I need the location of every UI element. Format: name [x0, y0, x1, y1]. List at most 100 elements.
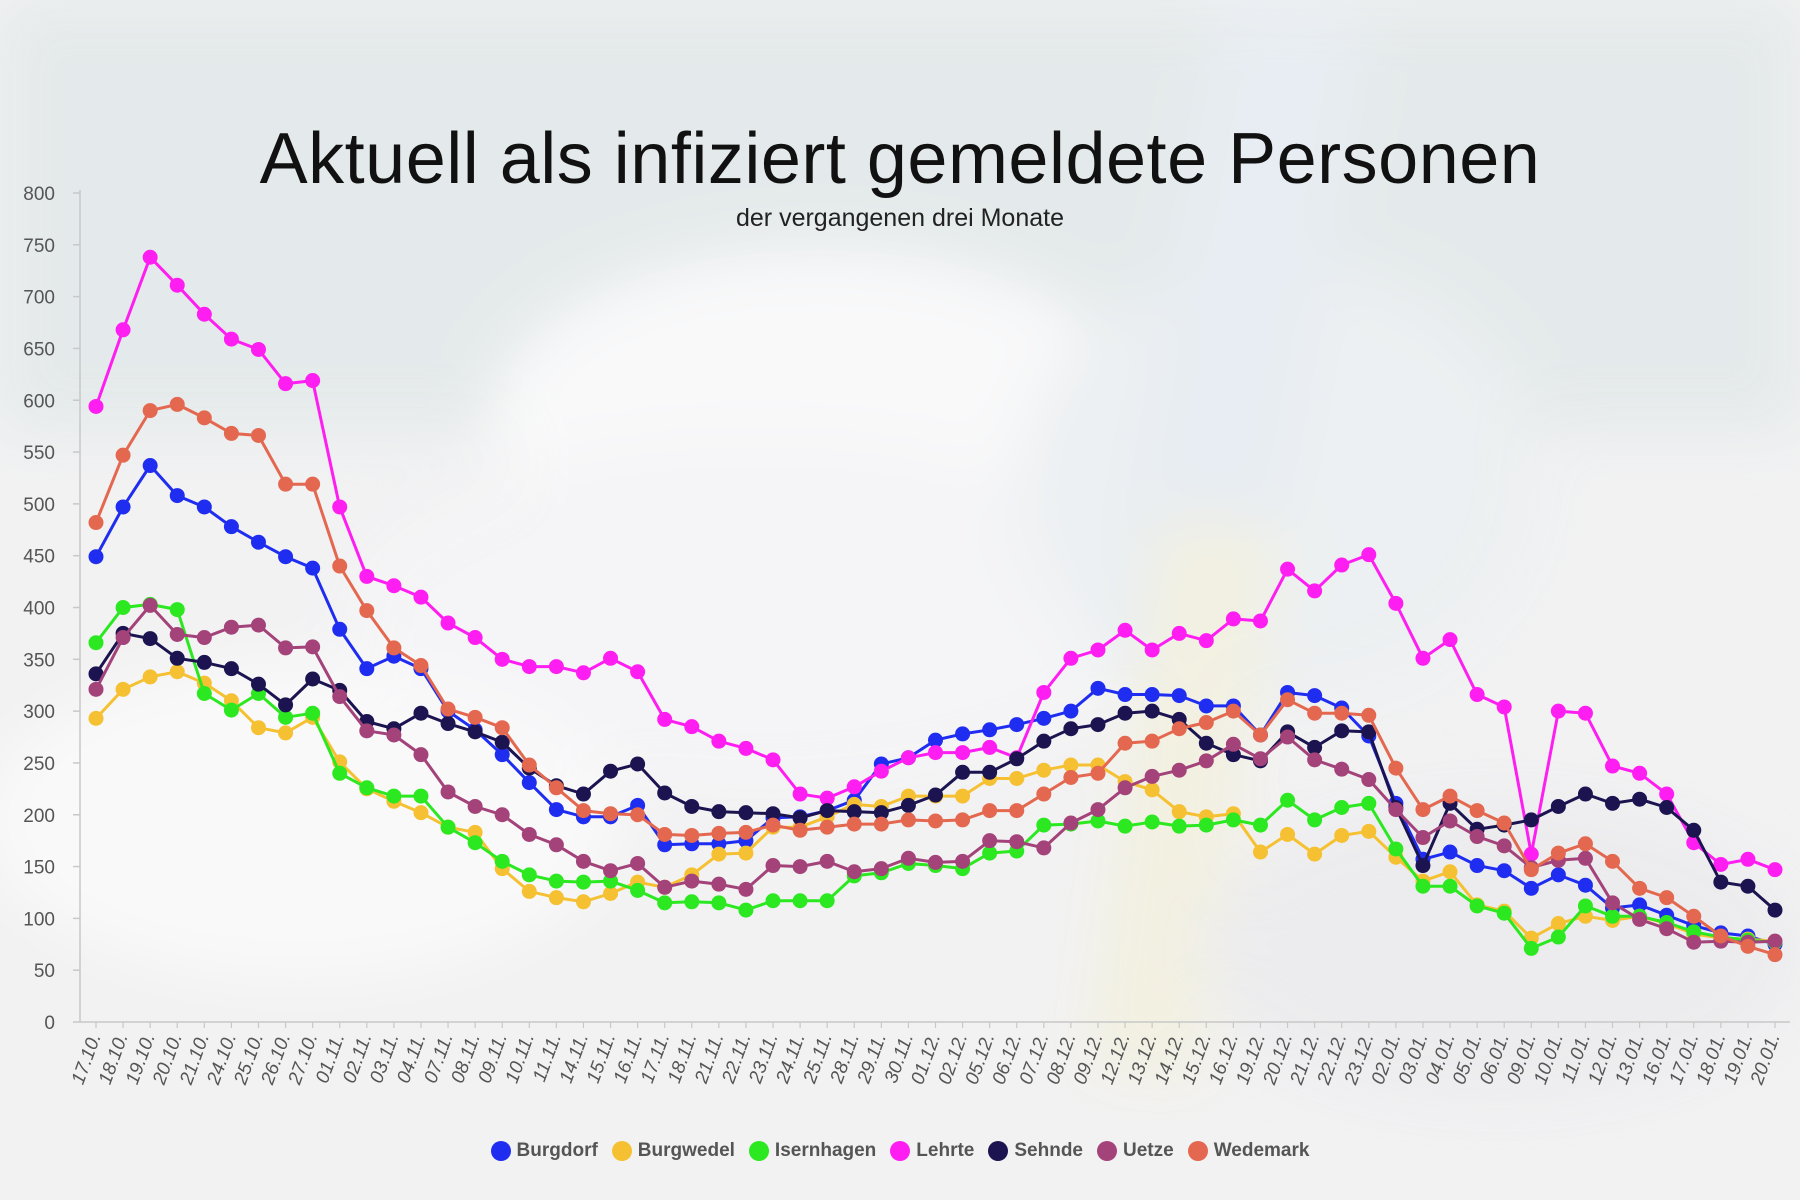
data-point-isernhagen: [1334, 799, 1350, 815]
data-point-uetze: [413, 747, 429, 763]
data-point-lehrte: [1361, 547, 1377, 563]
data-point-isernhagen: [305, 705, 321, 721]
data-point-burgdorf: [1063, 703, 1079, 719]
legend-item-burgdorf[interactable]: Burgdorf: [490, 1140, 598, 1162]
data-point-burgdorf: [88, 549, 104, 565]
data-point-lehrte: [142, 249, 158, 265]
data-point-burgwedel: [521, 883, 537, 899]
y-tick-label: 600: [23, 391, 55, 412]
data-point-isernhagen: [332, 765, 348, 781]
data-point-burgdorf: [928, 732, 943, 748]
data-point-wedemark: [1415, 802, 1431, 818]
data-point-burgwedel: [169, 664, 185, 680]
data-point-uetze: [196, 630, 212, 646]
data-point-sehnde: [873, 805, 889, 821]
data-point-wedemark: [1632, 880, 1648, 896]
data-point-lehrte: [115, 322, 131, 338]
legend-label: Burgwedel: [637, 1140, 735, 1161]
data-point-burgwedel: [278, 725, 294, 741]
data-point-uetze: [1036, 840, 1052, 856]
data-point-burgdorf: [1496, 863, 1512, 879]
data-point-isernhagen: [1388, 841, 1404, 857]
data-point-wedemark: [684, 827, 700, 843]
data-point-burgwedel: [575, 894, 591, 910]
data-point-lehrte: [494, 651, 510, 667]
data-point-uetze: [1415, 830, 1431, 846]
data-point-uetze: [1442, 813, 1458, 829]
data-point-lehrte: [1252, 613, 1268, 629]
data-point-burgwedel: [1577, 908, 1593, 924]
data-point-lehrte: [1605, 758, 1621, 774]
data-point-burgdorf: [1577, 877, 1593, 893]
data-point-isernhagen: [413, 788, 429, 804]
data-point-sehnde: [1713, 874, 1729, 890]
legend-item-wedemark[interactable]: Wedemark: [1187, 1140, 1309, 1162]
data-point-isernhagen: [1361, 795, 1377, 811]
data-point-wedemark: [386, 640, 402, 656]
legend-item-uetze[interactable]: Uetze: [1097, 1140, 1174, 1162]
data-point-isernhagen: [738, 902, 754, 918]
data-point-wedemark: [1442, 788, 1458, 804]
data-point-sehnde: [1605, 795, 1621, 811]
data-point-lehrte: [1659, 786, 1675, 802]
data-point-lehrte: [413, 589, 429, 605]
data-point-sehnde: [1063, 721, 1079, 737]
legend-marker-icon: [1097, 1141, 1117, 1161]
data-point-lehrte: [440, 615, 456, 631]
data-point-burgwedel: [1361, 823, 1377, 839]
data-point-sehnde: [440, 716, 456, 732]
data-point-wedemark: [1388, 760, 1404, 776]
series-isernhagen: [88, 596, 1783, 956]
data-point-isernhagen: [657, 895, 673, 911]
data-point-sehnde: [305, 671, 321, 687]
legend-label: Burgdorf: [516, 1140, 598, 1161]
data-point-burgwedel: [1550, 916, 1566, 932]
legend-item-isernhagen[interactable]: Isernhagen: [748, 1140, 876, 1162]
data-point-isernhagen: [1686, 924, 1702, 940]
data-point-isernhagen: [1469, 898, 1485, 914]
data-point-lehrte: [928, 745, 943, 761]
legend-item-lehrte[interactable]: Lehrte: [890, 1140, 974, 1162]
data-point-isernhagen: [494, 853, 510, 869]
data-point-sehnde: [1361, 724, 1377, 740]
data-point-burgdorf: [115, 499, 131, 515]
data-point-lehrte: [900, 750, 916, 766]
data-point-isernhagen: [1090, 813, 1106, 829]
data-point-uetze: [250, 617, 266, 633]
data-point-sehnde: [494, 734, 510, 750]
data-point-sehnde: [278, 697, 294, 713]
data-point-sehnde: [1090, 717, 1106, 733]
legend-marker-icon: [611, 1141, 632, 1161]
data-point-burgdorf: [223, 519, 239, 535]
data-point-uetze: [684, 873, 700, 889]
data-point-burgwedel: [1307, 846, 1323, 862]
data-point-sehnde: [1198, 735, 1214, 751]
data-point-uetze: [738, 881, 754, 897]
series-line-uetze: [94, 603, 1776, 944]
data-point-burgwedel: [1334, 827, 1350, 843]
legend-item-burgwedel[interactable]: Burgwedel: [611, 1140, 735, 1162]
y-tick-label: 450: [23, 547, 55, 568]
data-point-wedemark: [657, 826, 673, 842]
data-point-wedemark: [1740, 938, 1756, 954]
data-point-isernhagen: [1171, 818, 1187, 834]
data-point-lehrte: [1063, 650, 1079, 666]
data-point-isernhagen: [223, 702, 239, 718]
data-point-sehnde: [684, 798, 700, 814]
data-point-uetze: [1144, 768, 1160, 784]
data-point-uetze: [1171, 762, 1187, 778]
y-tick-label: 650: [23, 339, 55, 360]
data-point-wedemark: [1605, 853, 1621, 869]
y-tick-label: 200: [23, 806, 55, 827]
data-point-lehrte: [332, 499, 348, 515]
data-point-burgwedel: [1171, 804, 1187, 820]
legend-item-sehnde[interactable]: Sehnde: [988, 1140, 1083, 1162]
data-point-wedemark: [440, 701, 456, 717]
data-point-lehrte: [1740, 851, 1756, 867]
data-point-wedemark: [305, 476, 321, 492]
data-point-lehrte: [657, 711, 673, 727]
series-wedemark: [88, 396, 1783, 963]
data-point-lehrte: [1713, 856, 1729, 872]
data-point-burgdorf: [982, 722, 998, 738]
